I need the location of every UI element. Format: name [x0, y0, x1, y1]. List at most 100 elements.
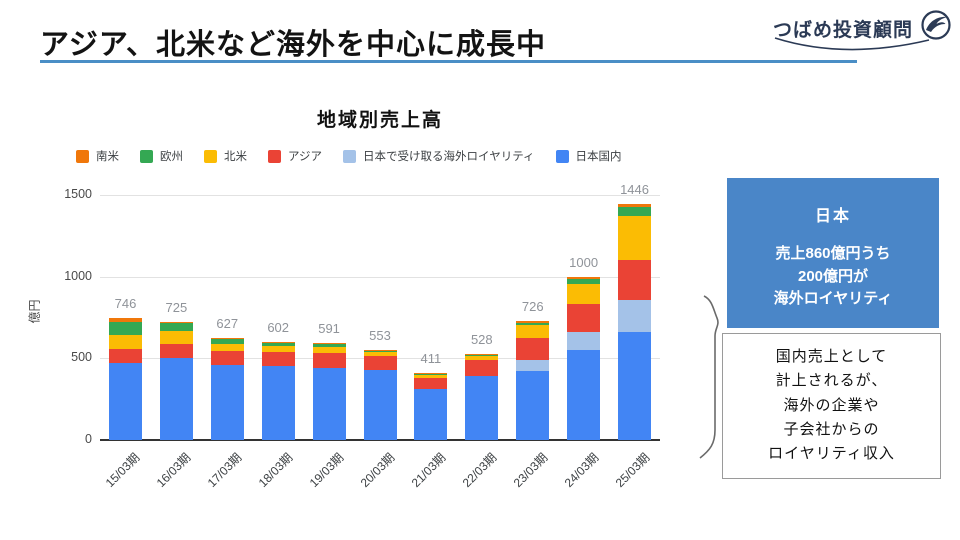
japan-callout-heading: 日本	[814, 208, 851, 225]
bar-segment	[567, 332, 601, 351]
y-tick-label: 1500	[64, 187, 92, 201]
legend-label: 北米	[224, 151, 247, 163]
swallow-bird-icon	[917, 8, 955, 49]
x-axis-line	[100, 439, 660, 441]
bar-segment	[159, 323, 193, 332]
y-axis-title: 億円	[27, 299, 42, 324]
legend-swatch-icon	[204, 149, 217, 163]
legend-label: 日本国内	[575, 151, 622, 163]
bar-segment	[312, 353, 346, 369]
bar-segment	[516, 371, 550, 440]
legend-item: 日本で受け取る海外ロイヤリティ	[343, 148, 535, 164]
callout-line: 売上860億円うち	[775, 245, 891, 262]
x-tick-label: 19/03期	[306, 450, 347, 491]
legend-label: 南米	[96, 151, 119, 163]
bar-segment	[363, 349, 397, 351]
legend-label: 欧州	[160, 151, 183, 163]
bar-segment	[108, 321, 142, 336]
x-tick-label: 18/03期	[255, 450, 296, 491]
legend-item: アジア	[268, 148, 322, 164]
bar-total-label: 1446	[620, 181, 649, 197]
bar-segment	[414, 377, 448, 390]
bar-segment	[210, 343, 244, 351]
bar-segment	[159, 358, 193, 440]
bar-segment	[108, 363, 142, 440]
x-tick-label: 23/03期	[510, 450, 551, 491]
callout-line: 海外ロイヤリティ	[773, 290, 893, 307]
x-tick-label: 17/03期	[204, 450, 245, 491]
legend-item: 北米	[204, 148, 247, 164]
bar-segment	[210, 364, 244, 440]
bar-segment	[516, 359, 550, 372]
bar-total-label: 602	[267, 319, 290, 335]
logo-text: つばめ投資顧問	[773, 20, 914, 41]
bar-segment	[618, 207, 652, 217]
bar-segment	[567, 284, 601, 305]
bar-segment	[516, 337, 550, 360]
bar-segment	[618, 260, 652, 300]
legend-swatch-icon	[268, 149, 281, 163]
legend-label: 日本で受け取る海外ロイヤリティ	[363, 151, 535, 163]
bar-segment	[210, 338, 244, 344]
bar-segment	[108, 335, 142, 350]
bar-segment	[363, 350, 397, 353]
x-tick-label: 21/03期	[408, 450, 449, 491]
bar-segment	[312, 347, 346, 354]
bar-segment	[516, 321, 550, 323]
bar-segment	[465, 376, 499, 440]
x-tick-label: 25/03期	[612, 450, 652, 491]
bar-total-label: 591	[318, 321, 340, 337]
bar-segment	[159, 321, 193, 324]
company-logo: つばめ投資顧問	[773, 8, 953, 52]
bar-segment	[567, 350, 601, 440]
bar-total-label: 1000	[569, 254, 599, 270]
gridline	[100, 276, 660, 278]
bar-segment	[261, 365, 295, 440]
x-tick-label: 15/03期	[103, 450, 143, 491]
bar-segment	[261, 341, 295, 343]
callout-line: 海外の企業や	[783, 396, 880, 414]
legend-item: 南米	[76, 148, 119, 164]
gridline	[100, 195, 660, 196]
legend-swatch-icon	[76, 149, 89, 163]
brace-connector	[699, 295, 719, 459]
bar-segment	[261, 342, 295, 346]
logo-swoosh	[774, 37, 930, 51]
legend-label: アジア	[288, 151, 323, 163]
x-tick-label: 16/03期	[154, 450, 194, 491]
bar-segment	[363, 352, 397, 356]
bar-segment	[567, 276, 601, 279]
bar-total-label: 528	[470, 331, 493, 347]
bar-segment	[210, 351, 244, 365]
bar-segment	[618, 299, 652, 333]
legend-swatch-icon	[343, 149, 357, 163]
title-underline	[40, 60, 857, 63]
bar-segment	[108, 318, 142, 322]
bar-total-label: 411	[420, 350, 442, 366]
legend-swatch-icon	[140, 149, 153, 163]
bar-total-label: 746	[114, 296, 137, 312]
callout-line: ロイヤリティ収入	[768, 445, 895, 463]
bar-total-label: 627	[216, 315, 239, 331]
japan-callout-body: 売上860億円うち 200億円が海外ロイヤリティ	[727, 243, 939, 311]
bar-segment	[312, 368, 346, 440]
bar-segment	[618, 216, 652, 261]
bar-segment	[261, 345, 295, 352]
bar-segment	[363, 355, 397, 370]
x-tick-label: 20/03期	[357, 450, 398, 491]
royalty-note-box: 国内売上として 計上されるが、 海外の企業や 子会社からの ロイヤリティ収入	[722, 333, 941, 479]
bar-segment	[465, 354, 499, 356]
bar-segment	[414, 373, 448, 375]
callout-line: 計上されるが、	[775, 372, 888, 390]
bar-segment	[312, 344, 346, 348]
bar-segment	[618, 332, 652, 440]
bar-total-label: 725	[165, 299, 188, 315]
y-tick-label: 500	[71, 350, 92, 365]
callout-line: 200億円が	[797, 267, 869, 285]
callout-line: 国内売上として	[775, 348, 888, 365]
bar-segment	[414, 375, 448, 378]
bar-total-label: 553	[369, 327, 391, 343]
callout-line: 子会社からの	[783, 420, 880, 438]
page-title: アジア、北米など海外を中心に成長中	[40, 29, 546, 61]
x-tick-label: 24/03期	[561, 450, 601, 491]
